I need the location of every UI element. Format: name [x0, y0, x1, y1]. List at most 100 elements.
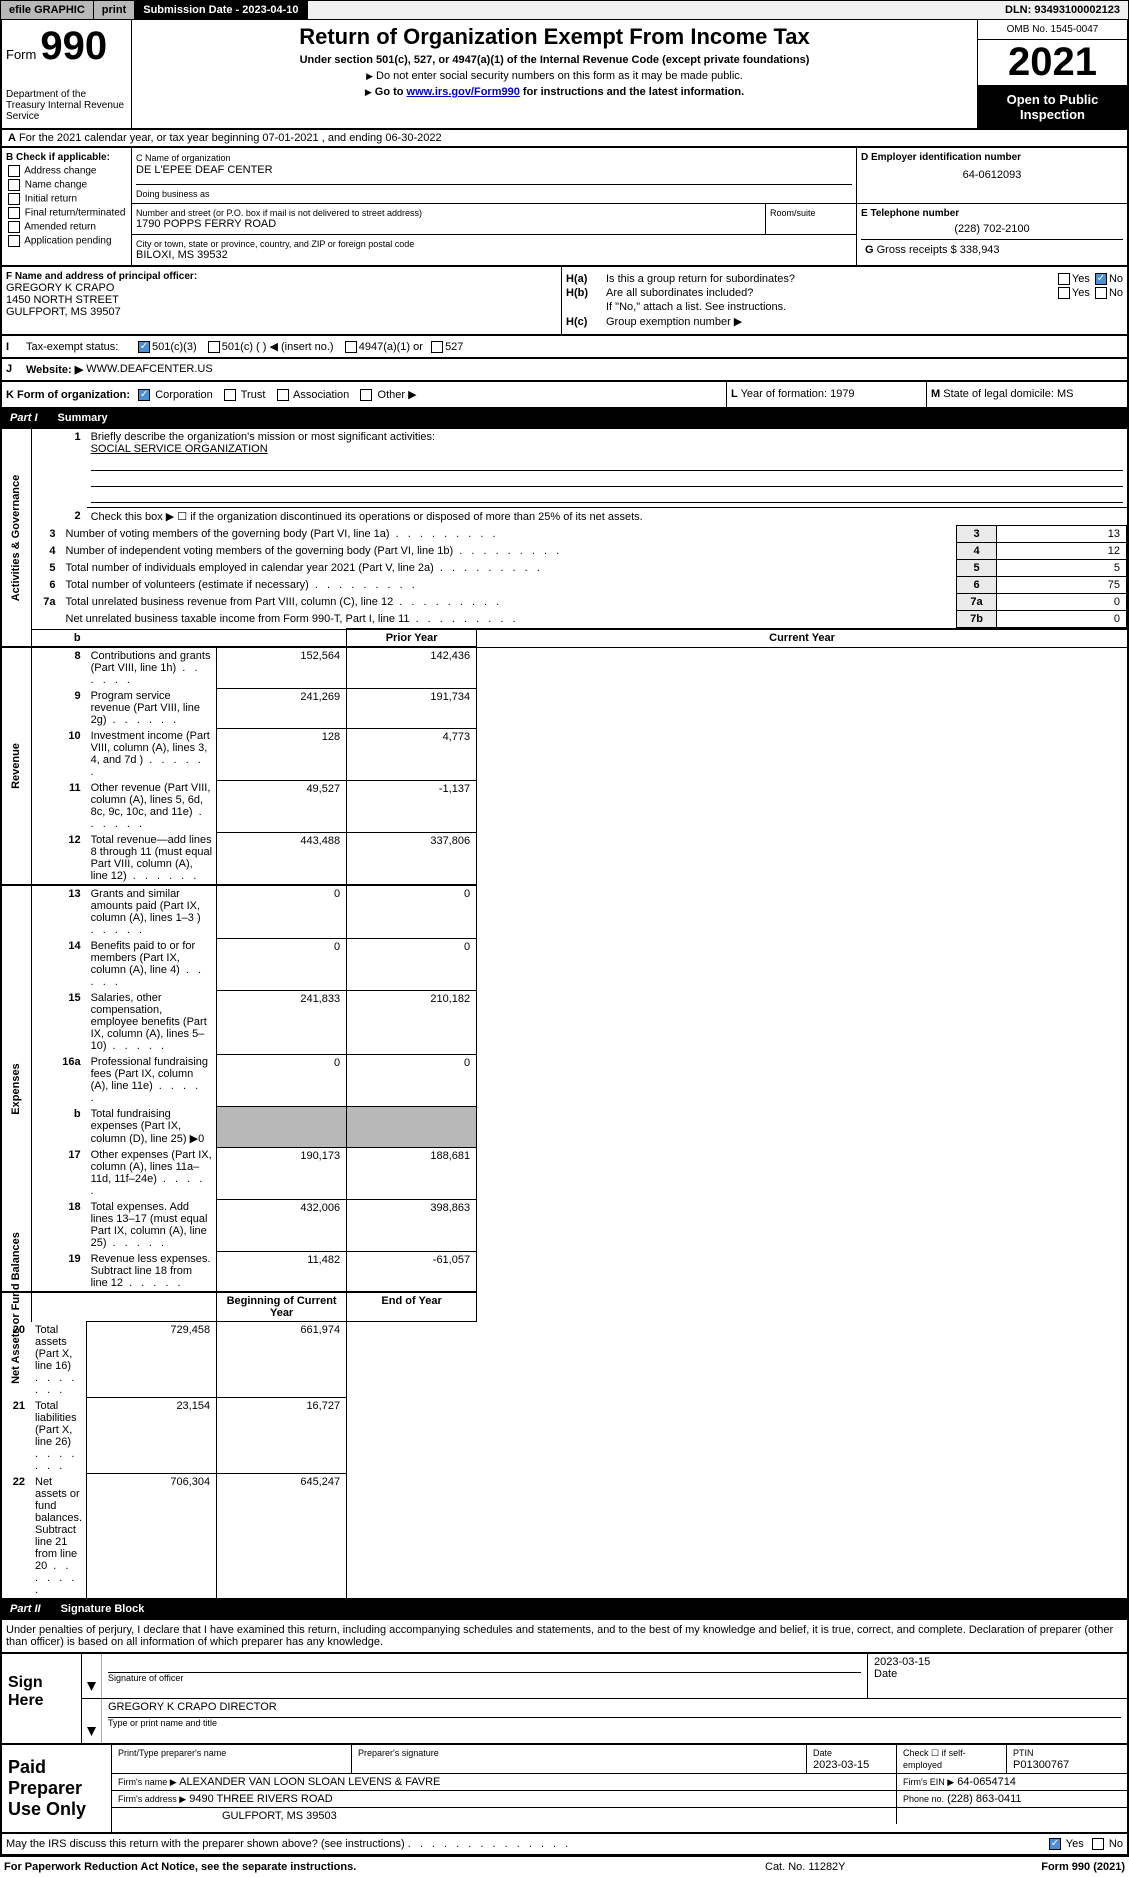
prep-sig-lbl: Preparer's signature — [358, 1748, 439, 1758]
summary-row-6: 6Total number of volunteers (estimate if… — [32, 577, 1127, 594]
print-button[interactable]: print — [94, 1, 135, 19]
part-2-num: Part II — [10, 1603, 41, 1615]
prep-ptin-lbl: PTIN — [1013, 1748, 1034, 1758]
hb-txt: Are all subordinates included? — [606, 287, 1056, 299]
header-center: Return of Organization Exempt From Incom… — [132, 20, 977, 128]
hb-no[interactable] — [1095, 287, 1107, 299]
form-label: Form — [6, 47, 36, 62]
current-year-h: Current Year — [477, 629, 1128, 647]
opt-4947: 4947(a)(1) or — [359, 341, 423, 353]
form-subtitle: Under section 501(c), 527, or 4947(a)(1)… — [142, 54, 967, 66]
line-2: Check this box ▶ ☐ if the organization d… — [87, 508, 1128, 526]
colb-item-4[interactable]: Amended return — [6, 221, 127, 233]
summary-row-4: 4Number of independent voting members of… — [32, 543, 1127, 560]
colb-item-5[interactable]: Application pending — [6, 235, 127, 247]
officer-addr2: GULFPORT, MS 39507 — [6, 306, 557, 318]
firm-name-val: ALEXANDER VAN LOON SLOAN LEVENS & FAVRE — [179, 1776, 440, 1788]
prep-date-val: 2023-03-15 — [813, 1759, 869, 1771]
summary-row-5: 5Total number of individuals employed in… — [32, 560, 1127, 577]
section-fh: F Name and address of principal officer:… — [0, 267, 1129, 336]
527-check[interactable] — [431, 341, 443, 353]
row-a-prefix: A — [8, 132, 16, 144]
ha-yes[interactable] — [1058, 273, 1070, 285]
paid-preparer-lbl: Paid Preparer Use Only — [2, 1745, 112, 1832]
part-1-num: Part I — [10, 412, 38, 424]
4947-check[interactable] — [345, 341, 357, 353]
room-lbl: Room/suite — [770, 208, 852, 218]
ein-lbl: D Employer identification number — [861, 152, 1123, 163]
k-assoc[interactable] — [277, 389, 289, 401]
ha-txt: Is this a group return for subordinates? — [606, 273, 1056, 285]
tax-year: 2021 — [978, 40, 1127, 86]
section-entity-info: B Check if applicable: Address change Na… — [0, 148, 1129, 267]
open-to-public: Open to Public Inspection — [978, 86, 1127, 128]
prep-ptin-val: P01300767 — [1013, 1759, 1069, 1771]
k-other[interactable] — [360, 389, 372, 401]
top-bar: efile GRAPHIC print Submission Date - 20… — [0, 0, 1129, 20]
col-c: C Name of organization DE L'EPEE DEAF CE… — [132, 148, 1127, 265]
firm-addr-lbl: Firm's address ▶ — [118, 1794, 186, 1804]
g-val: 338,943 — [960, 244, 1000, 256]
exp-row-18: 18Total expenses. Add lines 13–17 (must … — [1, 1199, 1128, 1251]
501c3-check[interactable] — [138, 341, 150, 353]
hb-note: If "No," attach a list. See instructions… — [606, 301, 1123, 313]
firm-name-lbl: Firm's name ▶ — [118, 1777, 177, 1787]
rev-row-11: 11Other revenue (Part VIII, column (A), … — [1, 780, 1128, 832]
discuss-no[interactable] — [1092, 1838, 1104, 1850]
colb-item-0[interactable]: Address change — [6, 165, 127, 177]
nab-row-21: 21Total liabilities (Part X, line 26) . … — [1, 1398, 1128, 1474]
footer-left: For Paperwork Reduction Act Notice, see … — [4, 1861, 765, 1873]
colb-item-2[interactable]: Initial return — [6, 193, 127, 205]
footer-form-pre: Form — [1041, 1861, 1072, 1873]
note-goto-post: for instructions and the latest informat… — [520, 86, 744, 98]
prep-selfemp: Check ☐ if self-employed — [903, 1748, 966, 1770]
sig-arrow-icon — [82, 1654, 102, 1698]
row-a-text: For the 2021 calendar year, or tax year … — [19, 132, 442, 144]
dba-lbl: Doing business as — [136, 189, 852, 199]
m-txt: State of legal domicile: — [943, 388, 1054, 400]
side-nab: Net Assets or Fund Balances — [10, 1232, 22, 1384]
header-left: Form 990 Department of the Treasury Inte… — [2, 20, 132, 128]
l-lbl: L — [731, 388, 738, 400]
part-2-title: Signature Block — [61, 1603, 145, 1615]
k-lbl: K Form of organization: — [6, 389, 130, 401]
col-h: H(a)Is this a group return for subordina… — [562, 267, 1127, 334]
exp-row-17: 17Other expenses (Part IX, column (A), l… — [1, 1147, 1128, 1199]
exp-row-b: bTotal fundraising expenses (Part IX, co… — [1, 1106, 1128, 1147]
bcy-h: Beginning of Current Year — [217, 1292, 347, 1322]
k-opt-corp: Corporation — [155, 389, 212, 401]
colb-item-1[interactable]: Name change — [6, 179, 127, 191]
website-val: WWW.DEAFCENTER.US — [86, 363, 213, 376]
prior-year-h: Prior Year — [347, 629, 477, 647]
note-ssn: Do not enter social security numbers on … — [376, 70, 743, 82]
exp-row-14: 14Benefits paid to or for members (Part … — [1, 938, 1128, 990]
form-header: Form 990 Department of the Treasury Inte… — [0, 20, 1129, 130]
hc-txt: Group exemption number ▶ — [606, 315, 1123, 328]
nab-row-22: 22Net assets or fund balances. Subtract … — [1, 1474, 1128, 1599]
l-val: 1979 — [830, 388, 854, 400]
part-1-header: Part I Summary — [0, 409, 1129, 429]
efile-button[interactable]: efile GRAPHIC — [1, 1, 94, 19]
tel-val: (228) 702-2100 — [861, 219, 1123, 239]
colb-item-3[interactable]: Final return/terminated — [6, 207, 127, 219]
ha-no[interactable] — [1095, 273, 1107, 285]
opt-501c3: 501(c)(3) — [152, 341, 197, 353]
sig-officer-lbl: Signature of officer — [108, 1672, 861, 1683]
exp-row-19: 19Revenue less expenses. Subtract line 1… — [1, 1251, 1128, 1292]
irs-link[interactable]: www.irs.gov/Form990 — [407, 86, 520, 98]
m-val: MS — [1057, 388, 1074, 400]
page-footer: For Paperwork Reduction Act Notice, see … — [0, 1857, 1129, 1877]
m-lbl: M — [931, 388, 940, 400]
row-i: I Tax-exempt status: 501(c)(3) 501(c) ( … — [0, 336, 1129, 359]
summary-row-3: 3Number of voting members of the governi… — [32, 526, 1127, 543]
k-trust[interactable] — [224, 389, 236, 401]
k-corp[interactable] — [138, 389, 150, 401]
hb-yes[interactable] — [1058, 287, 1070, 299]
row-klm: K Form of organization: Corporation Trus… — [0, 382, 1129, 409]
sig-date: 2023-03-15 — [874, 1656, 1121, 1668]
omb-number: OMB No. 1545-0047 — [978, 20, 1127, 40]
discuss-yes[interactable] — [1049, 1838, 1061, 1850]
firm-ph-lbl: Phone no. — [903, 1794, 944, 1804]
dln: DLN: 93493100002123 — [997, 1, 1128, 19]
501c-check[interactable] — [208, 341, 220, 353]
